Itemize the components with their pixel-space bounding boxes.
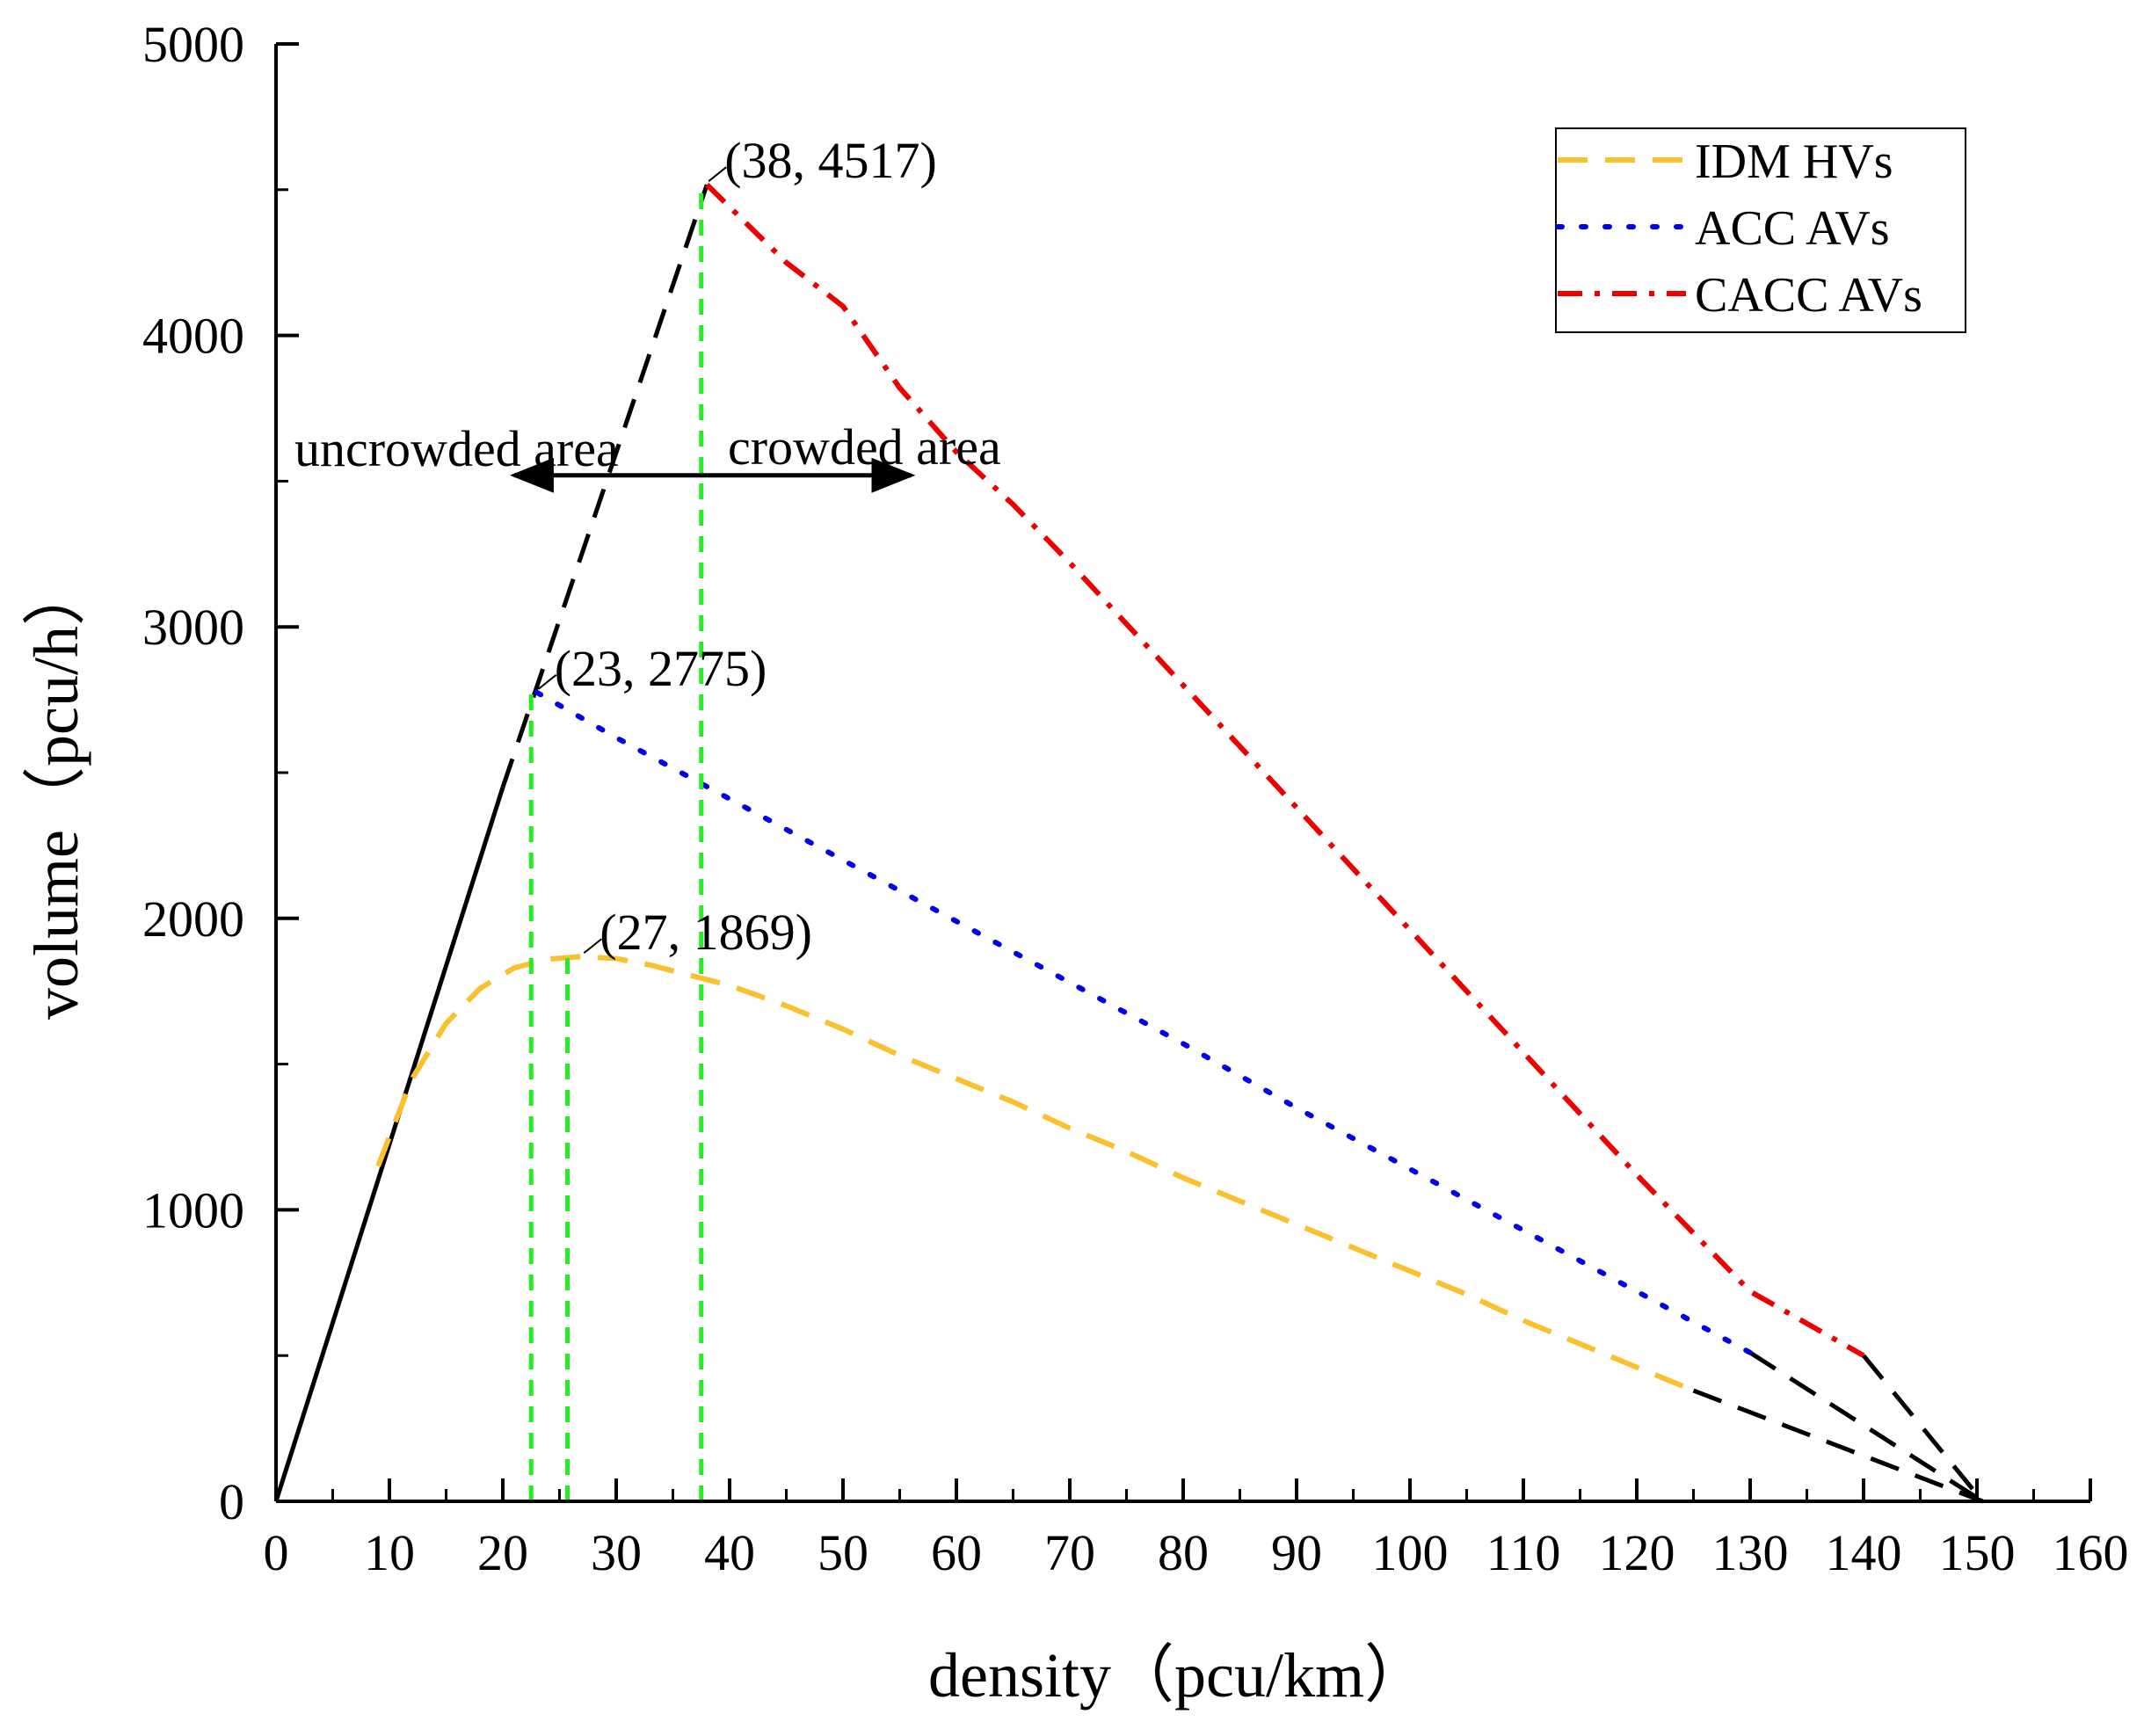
peak-label: (38, 4517) bbox=[724, 132, 937, 189]
x-tick-label: 0 bbox=[264, 1524, 289, 1581]
black-extension-lines bbox=[273, 184, 1985, 1504]
y-tick-label: 1000 bbox=[142, 1181, 244, 1238]
extension-line bbox=[1692, 1388, 1984, 1504]
peak-pointer bbox=[583, 938, 602, 955]
axes: 0 10 20 30 40 50 60 70 80 90 100 110 120 130 140 150 160… bbox=[142, 16, 2129, 1581]
y-tick-label: 5000 bbox=[142, 16, 244, 73]
x-tick-label: 120 bbox=[1599, 1524, 1675, 1581]
y-axis-label: volume（pcu/h） bbox=[21, 563, 91, 1020]
y-tick-label: 0 bbox=[219, 1473, 244, 1530]
legend-label: ACC AVs bbox=[1695, 201, 1890, 256]
x-tick-label: 140 bbox=[1826, 1524, 1902, 1581]
peak-pointer bbox=[708, 166, 727, 182]
x-tick-label: 20 bbox=[477, 1524, 528, 1581]
crowded-area-label: crowded area bbox=[728, 418, 1001, 476]
x-tick-label: 130 bbox=[1712, 1524, 1789, 1581]
x-tick-label: 110 bbox=[1486, 1524, 1561, 1581]
legend-label: IDM HVs bbox=[1695, 134, 1893, 189]
x-tick-label: 10 bbox=[364, 1524, 415, 1581]
extension-line bbox=[1862, 1354, 1985, 1503]
green-reference-lines bbox=[528, 185, 704, 1501]
legend-label: CACC AVs bbox=[1695, 268, 1922, 323]
legend: IDM HVs ACC AVs CACC AVs bbox=[1555, 127, 1966, 333]
y-ticks: 0 1000 2000 3000 4000 5000 bbox=[142, 16, 299, 1530]
x-tick-label: 160 bbox=[2053, 1524, 2129, 1581]
x-tick-label: 30 bbox=[591, 1524, 642, 1581]
x-tick-label: 90 bbox=[1271, 1524, 1322, 1581]
x-tick-label: 70 bbox=[1044, 1524, 1095, 1581]
series-line-cacc-avs bbox=[705, 183, 1865, 1358]
series-lines bbox=[375, 183, 1865, 1393]
x-tick-label: 80 bbox=[1158, 1524, 1209, 1581]
x-axis-label: density（pcu/km） bbox=[928, 1640, 1428, 1711]
x-tick-label: 40 bbox=[704, 1524, 755, 1581]
y-tick-label: 4000 bbox=[142, 308, 244, 365]
peak-label: (23, 2775) bbox=[555, 640, 767, 697]
series-line-acc-avs bbox=[534, 689, 1753, 1355]
extension-line bbox=[273, 786, 505, 1502]
x-tick-label: 100 bbox=[1372, 1524, 1449, 1581]
peak-label: (27, 1869) bbox=[600, 904, 812, 961]
area-annotations: uncrowded area crowded area bbox=[294, 418, 1001, 493]
extension-line bbox=[500, 184, 709, 788]
x-tick-label: 60 bbox=[931, 1524, 982, 1581]
x-ticks: 0 10 20 30 40 50 60 70 80 90 100 110 120 130 140 150 160 bbox=[264, 1478, 2129, 1581]
y-tick-label: 2000 bbox=[142, 890, 244, 948]
uncrowded-area-label: uncrowded area bbox=[294, 420, 619, 477]
peak-labels: (38, 4517) (23, 2775) (27, 1869) bbox=[538, 132, 937, 961]
x-tick-label: 150 bbox=[1939, 1524, 2016, 1581]
y-tick-label: 3000 bbox=[142, 599, 244, 656]
peak-pointer bbox=[538, 674, 557, 690]
x-tick-label: 50 bbox=[818, 1524, 868, 1581]
